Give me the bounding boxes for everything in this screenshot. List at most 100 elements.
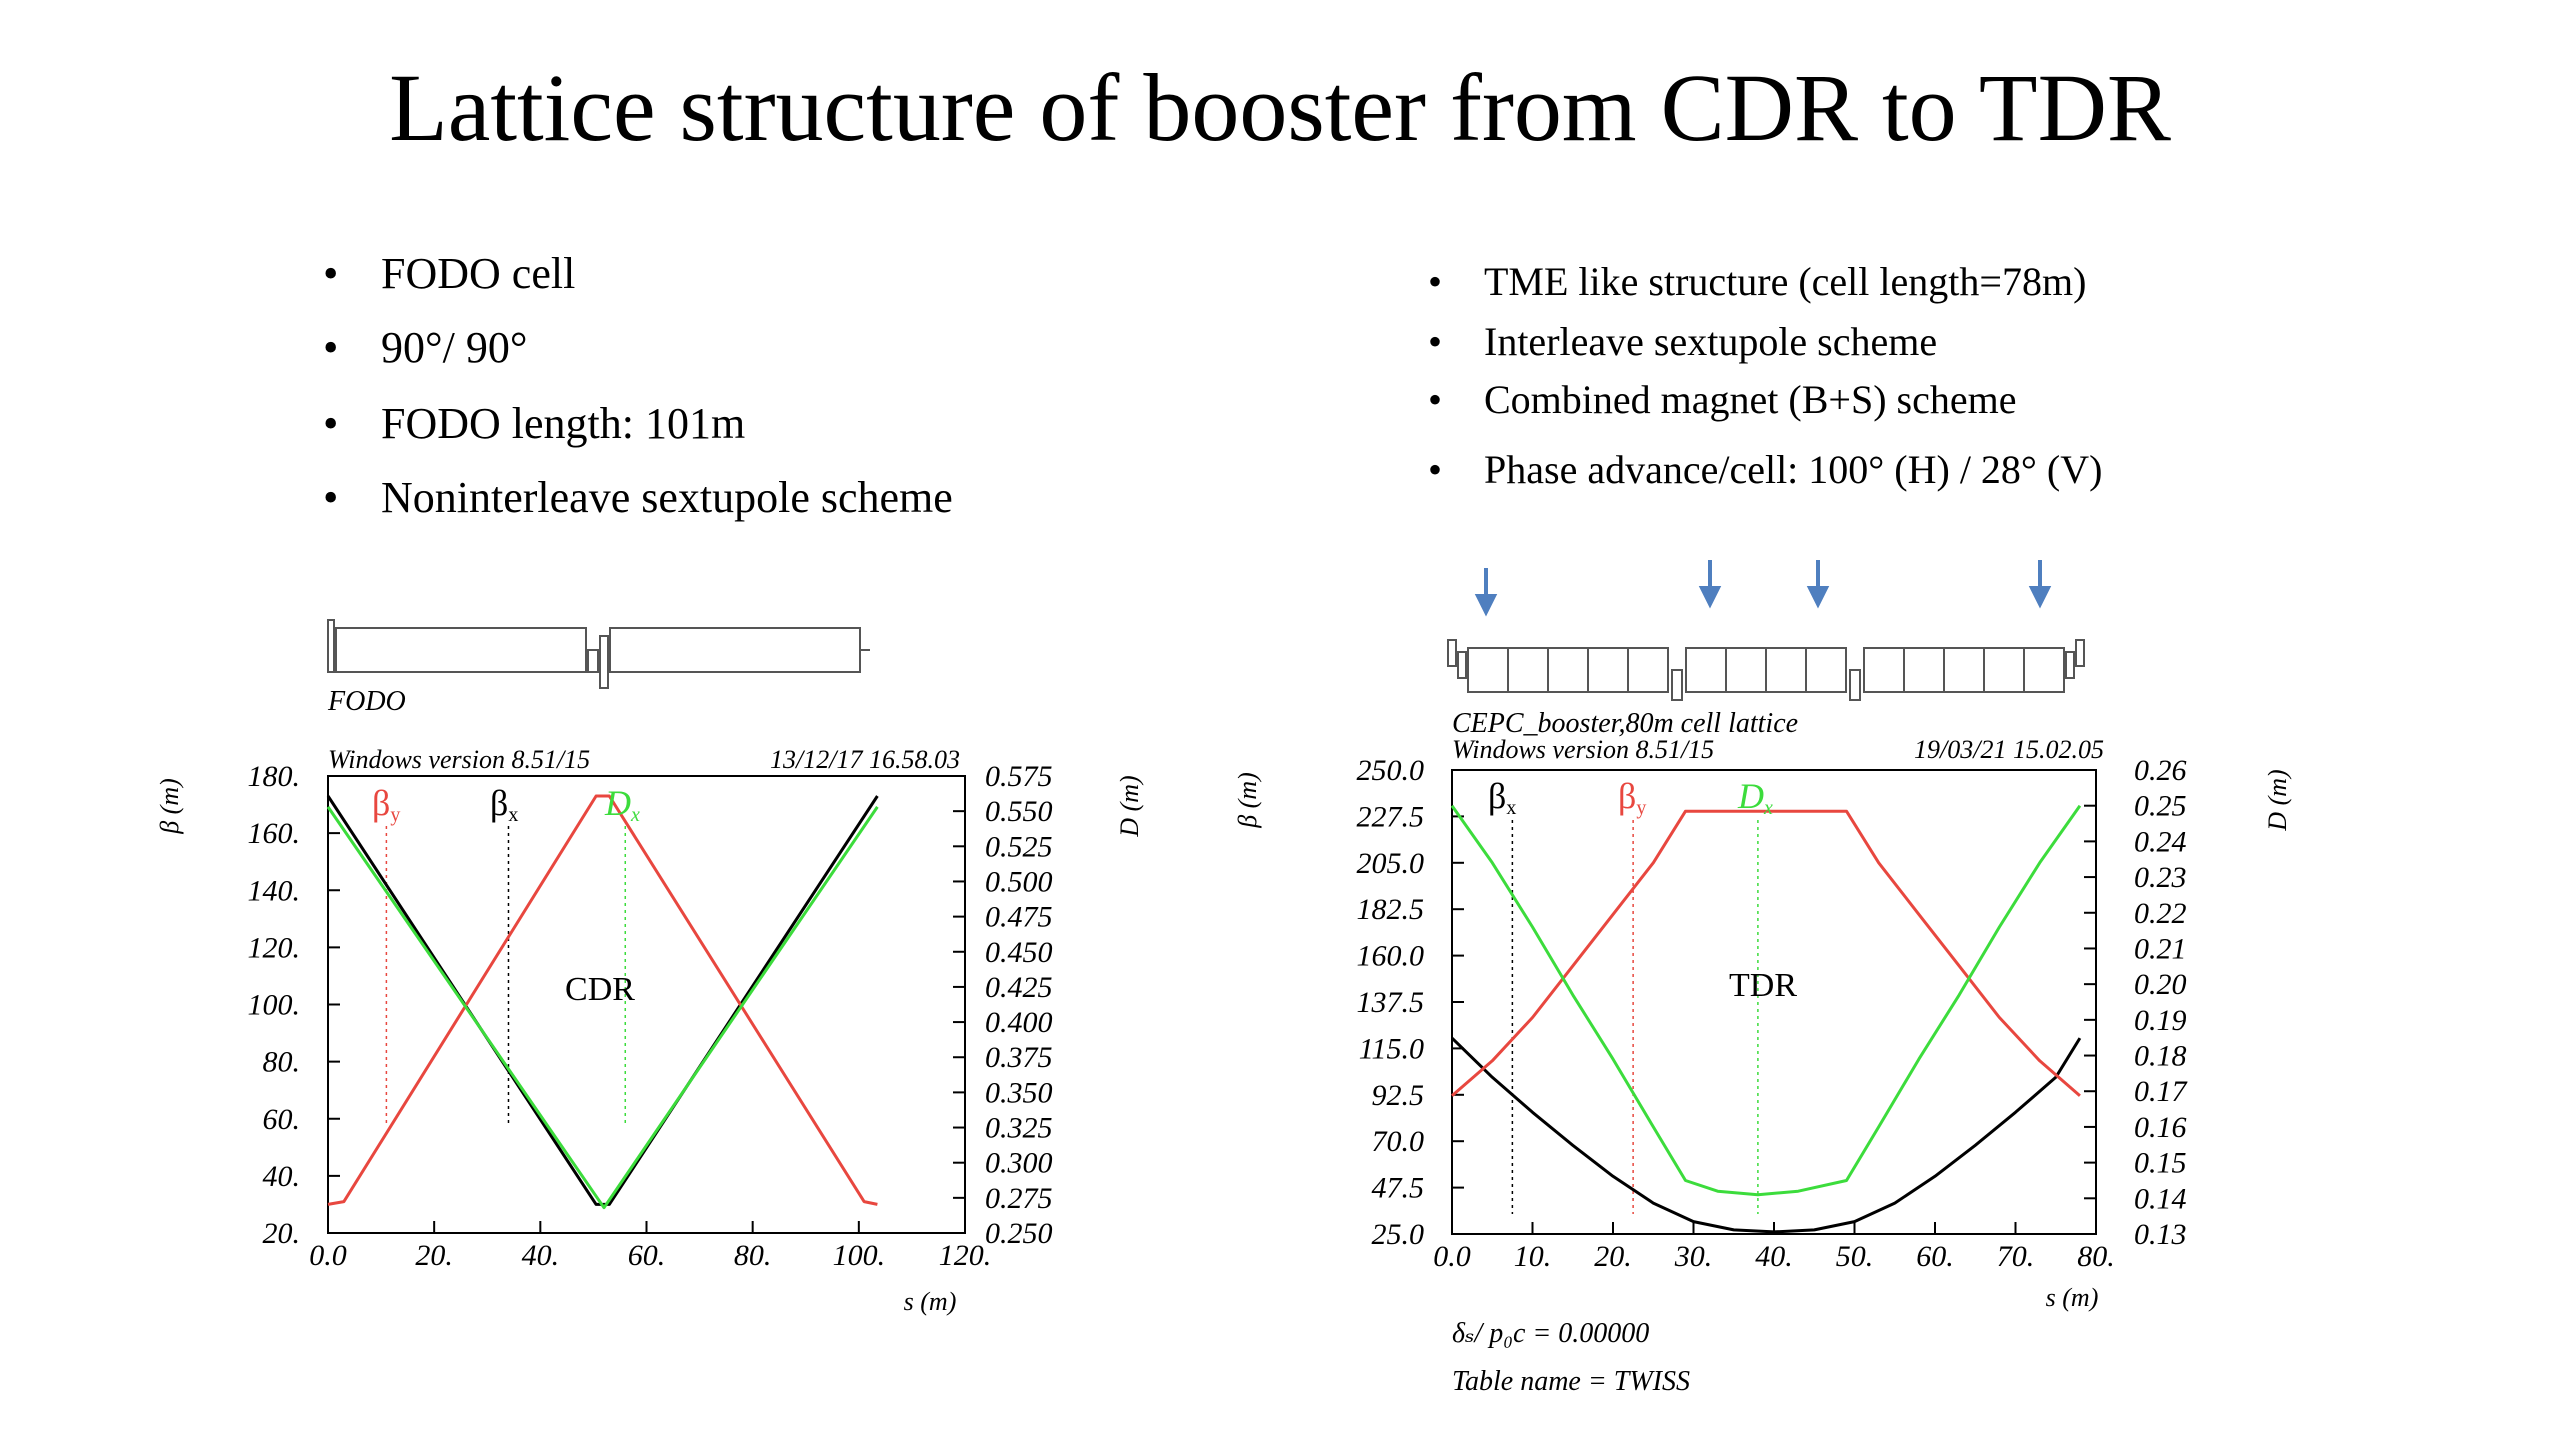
legend-entry-dx: Dx <box>604 783 640 826</box>
y-tick-label: 92.5 <box>1372 1079 1425 1112</box>
lattice-label: CEPC_booster,80m cell lattice <box>1452 708 1798 739</box>
bullet-dot-icon: • <box>323 473 339 522</box>
lattice-dipole-block <box>1863 647 2065 693</box>
y-tick-label: 120. <box>248 931 301 964</box>
footer-line: δₛ/ p₀c = 0.00000 <box>1452 1318 1649 1349</box>
y-tick-label: 115.0 <box>1359 1032 1424 1065</box>
y-tick-label: 70.0 <box>1372 1125 1425 1158</box>
y-tick-label: 250.0 <box>1357 754 1425 787</box>
y-tick-label: 40. <box>263 1160 301 1193</box>
plot-frame <box>327 775 966 1234</box>
left-bullet-item: • Noninterleave sextupole scheme <box>323 472 953 523</box>
x-tick-label: 60. <box>628 1239 666 1272</box>
y2-tick-label: 0.525 <box>985 830 1053 863</box>
lattice-dipole-block <box>1467 647 1669 693</box>
y2-tick-label: 0.21 <box>2134 932 2187 965</box>
y2-tick-label: 0.475 <box>985 901 1053 934</box>
bullet-dot-icon: • <box>323 399 339 448</box>
sextupole-marker-arrow-icon <box>2028 560 2052 609</box>
lattice-dipole-block <box>1685 647 1847 693</box>
chart-inner-label: CDR <box>565 971 635 1008</box>
bullet-text: Combined magnet (B+S) scheme <box>1484 377 2017 422</box>
x-tick-label: 0.0 <box>309 1239 347 1272</box>
lattice-dipole-magnet <box>609 627 861 673</box>
right-bullet-item: • Interleave sextupole scheme <box>1428 318 1937 365</box>
y-tick-label: 160.0 <box>1357 940 1425 973</box>
lattice-quad-magnet <box>1849 669 1861 701</box>
header-timestamp: 13/12/17 16.58.03 <box>770 745 960 774</box>
y2-tick-label: 0.17 <box>2134 1075 2189 1108</box>
y2-tick-label: 0.15 <box>2134 1147 2187 1180</box>
left-bullet-item: • 90°/ 90° <box>323 322 527 373</box>
y-tick-label: 100. <box>248 989 301 1022</box>
header-timestamp: 19/03/21 15.02.05 <box>1914 735 2104 764</box>
x-tick-label: 80. <box>734 1239 772 1272</box>
slide-title: Lattice structure of booster from CDR to… <box>389 54 2171 161</box>
y2-tick-label: 0.500 <box>985 865 1053 898</box>
bullet-text: 90°/ 90° <box>381 323 528 372</box>
y-axis-label: β (m) <box>1233 772 1262 829</box>
bullet-text: FODO cell <box>381 249 576 298</box>
y-tick-label: 182.5 <box>1357 893 1425 926</box>
sextupole-marker-arrow-icon <box>1806 560 1830 609</box>
y-tick-label: 20. <box>263 1217 301 1250</box>
x-tick-label: 20. <box>415 1239 453 1272</box>
y2-tick-label: 0.575 <box>985 760 1053 793</box>
bullet-text: TME like structure (cell length=78m) <box>1484 259 2087 304</box>
y-tick-label: 80. <box>263 1046 301 1079</box>
right-bullet-item: • TME like structure (cell length=78m) <box>1428 258 2086 305</box>
left-bullet-item: • FODO length: 101m <box>323 398 745 449</box>
y2-axis-label: D (m) <box>2263 769 2292 831</box>
legend-entry-beta-y: βy <box>1618 776 1646 819</box>
y-axis-label: β (m) <box>155 778 184 835</box>
bullet-text: FODO length: 101m <box>381 399 746 448</box>
y2-tick-label: 0.26 <box>2134 754 2187 787</box>
x-tick-label: 120. <box>939 1239 992 1272</box>
y2-tick-label: 0.19 <box>2134 1004 2187 1037</box>
series-line-dx <box>1450 804 2082 1197</box>
y2-tick-label: 0.450 <box>985 936 1053 969</box>
header-version: Windows version 8.51/15 <box>328 745 590 774</box>
y2-tick-label: 0.350 <box>985 1076 1053 1109</box>
y2-tick-label: 0.16 <box>2134 1111 2187 1144</box>
y-tick-label: 60. <box>263 1103 301 1136</box>
lattice-sextupole-magnet <box>1457 651 1467 679</box>
legend-entry-beta-x: βx <box>1488 776 1516 819</box>
lattice-label: FODO <box>327 686 406 717</box>
y-tick-label: 227.5 <box>1357 800 1425 833</box>
y2-tick-label: 0.20 <box>2134 968 2187 1001</box>
left-bullet-item: • FODO cell <box>323 248 575 299</box>
lattice-quad-magnet <box>327 619 335 673</box>
bullet-text: Interleave sextupole scheme <box>1484 319 1938 364</box>
chart-inner-label: TDR <box>1729 967 1797 1004</box>
bullet-dot-icon: • <box>1428 447 1443 492</box>
bullet-dot-icon: • <box>1428 377 1443 422</box>
series-line-beta-x <box>326 795 879 1206</box>
x-tick-label: 80. <box>2077 1240 2115 1273</box>
y2-tick-label: 0.250 <box>985 1217 1053 1250</box>
y2-tick-label: 0.25 <box>2134 790 2187 823</box>
bullet-text: Phase advance/cell: 100° (H) / 28° (V) <box>1484 447 2103 492</box>
bullet-dot-icon: • <box>1428 259 1443 304</box>
y2-tick-label: 0.550 <box>985 795 1053 828</box>
legend-entry-beta-y: βy <box>372 783 400 826</box>
sextupole-marker-arrow-icon <box>1474 568 1498 617</box>
x-tick-label: 70. <box>1997 1240 2035 1273</box>
y-tick-label: 160. <box>248 817 301 850</box>
y-tick-label: 205.0 <box>1357 847 1425 880</box>
y2-tick-label: 0.14 <box>2134 1182 2187 1215</box>
bullet-dot-icon: • <box>323 323 339 372</box>
y-tick-label: 140. <box>248 874 301 907</box>
x-tick-label: 50. <box>1836 1240 1874 1273</box>
header-version: Windows version 8.51/15 <box>1452 735 1714 764</box>
x-tick-label: 40. <box>522 1239 560 1272</box>
y2-tick-label: 0.375 <box>985 1041 1053 1074</box>
x-tick-label: 20. <box>1594 1240 1632 1273</box>
bullet-text: Noninterleave sextupole scheme <box>381 473 953 522</box>
y-tick-label: 25.0 <box>1372 1218 1425 1251</box>
lattice-quad-magnet <box>1447 639 1457 667</box>
y2-tick-label: 0.300 <box>985 1147 1053 1180</box>
x-tick-label: 40. <box>1755 1240 1793 1273</box>
